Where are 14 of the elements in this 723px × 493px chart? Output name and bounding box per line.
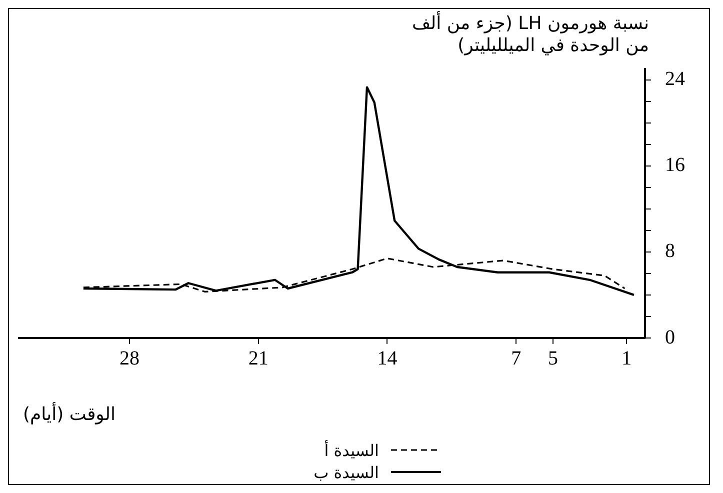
x-axis-title: الوقت (أيام) — [23, 404, 116, 425]
y-tick-label: 8 — [665, 240, 675, 262]
legend-label: السيدة ب — [312, 462, 379, 482]
x-tick-label: 14 — [377, 347, 398, 370]
y-tick-label: 0 — [665, 326, 675, 348]
x-tick-label: 21 — [248, 347, 268, 370]
legend-label: السيدة أ — [323, 440, 379, 460]
y-tick-label: 24 — [665, 68, 685, 90]
x-tick-label: 28 — [119, 347, 140, 370]
y-axis-title: نسبة هورمون LH (جزء من ألف من الوحدة في الميلليليتر) — [411, 13, 649, 57]
x-tick-label: 7 — [511, 347, 522, 370]
x-tick-label: 5 — [548, 347, 558, 370]
x-tick-label: 1 — [622, 347, 632, 370]
y-tick-label: 16 — [665, 154, 685, 176]
